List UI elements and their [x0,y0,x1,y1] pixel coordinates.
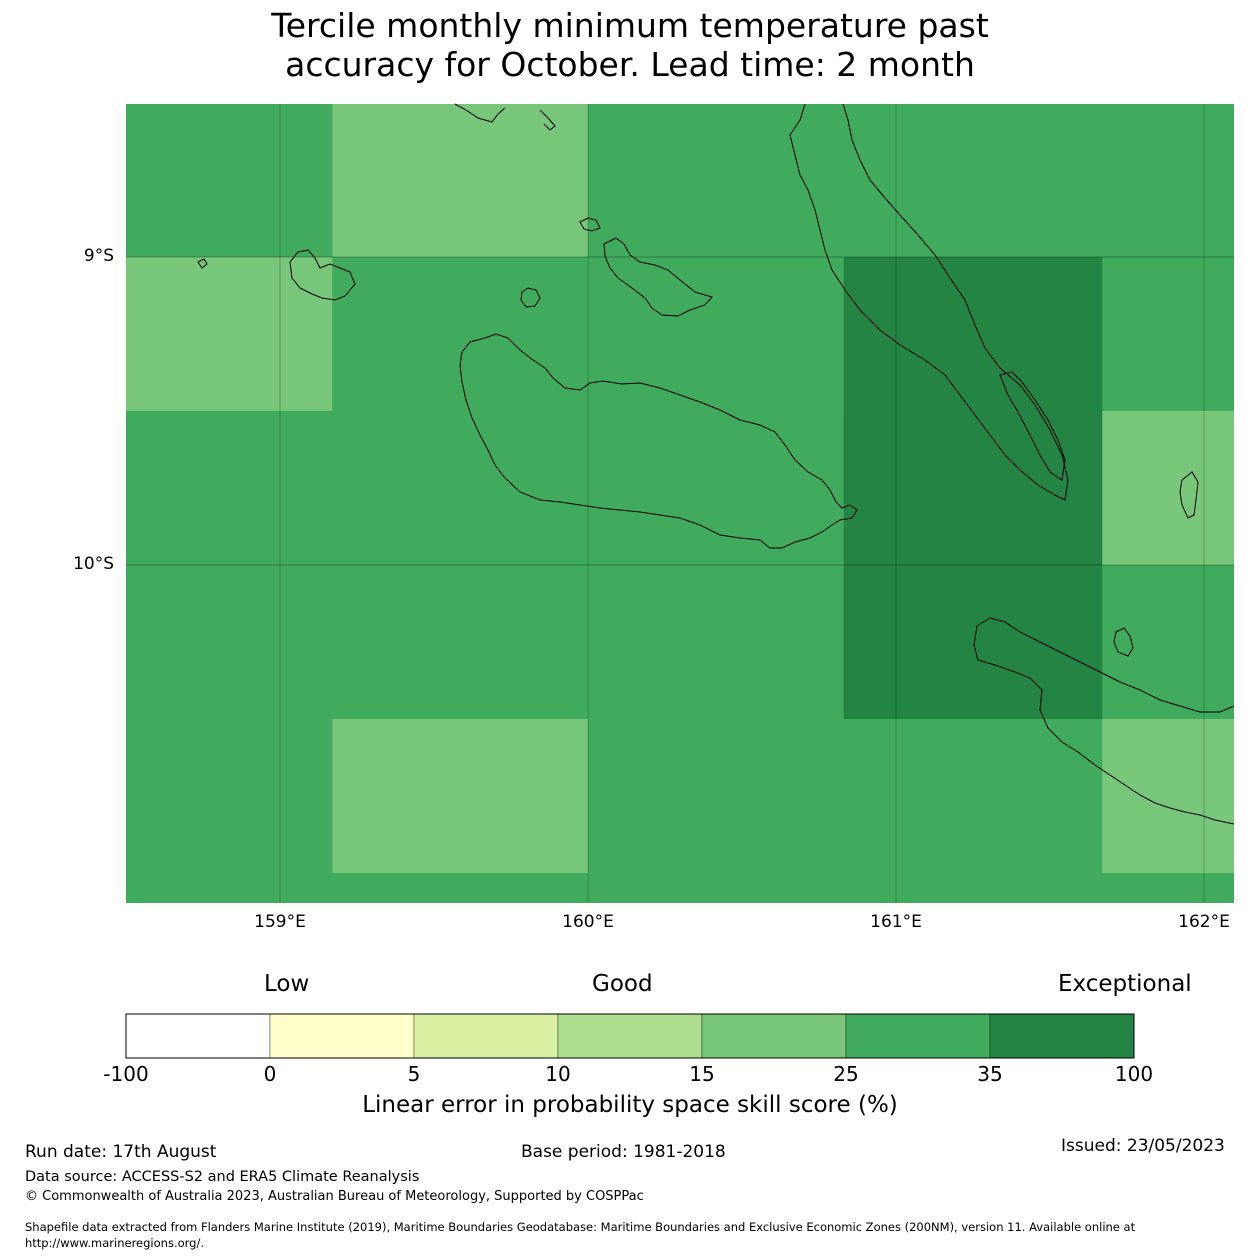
graticule [126,104,1234,903]
colorbar-tick: 100 [1114,1062,1154,1086]
map-title: Tercile monthly minimum temperature past… [0,6,1260,84]
colorbar-segment [125,1013,271,1059]
lat-label-10s: 10°S [73,554,114,574]
category-label-exceptional: Exceptional [1058,971,1192,997]
colorbar-tick: 0 [263,1062,277,1086]
grid-cell [1102,257,1234,411]
colorbar-tick: -100 [103,1062,149,1086]
lon-label-160e: 160°E [562,912,614,932]
colorbar-segment [413,1013,559,1059]
grid-cell [126,719,333,873]
category-label-good: Good [592,971,653,997]
grid-cell [332,719,588,873]
grid-cell [126,257,333,411]
title-line-1: Tercile monthly minimum temperature past [271,6,989,45]
lon-label-162e: 162°E [1178,912,1230,932]
colorbar-segment [557,1013,703,1059]
grid-cell [126,104,333,257]
coastline-makira [973,617,1235,825]
lon-label-159e: 159°E [254,912,306,932]
coastlines [197,103,1235,825]
coastline-islet-mid [579,217,601,232]
colorbar-segment [269,1013,415,1059]
shapefile-credit: Shapefile data extracted from Flanders M… [25,1220,1136,1234]
shapefile-url: http://www.marineregions.org/. [25,1236,204,1250]
colorbar-frame [125,1013,1135,1059]
colorbar-tick: 25 [833,1062,859,1086]
coastline-russell-islands [289,249,356,301]
grid-cell [1102,719,1234,873]
coastline-small-isle-east [1113,627,1134,657]
colorbar-tick: 10 [545,1062,571,1086]
grid-cell [843,257,1103,719]
data-source: Data source: ACCESS-S2 and ERA5 Climate … [25,1169,420,1185]
grid-cell [588,104,1234,257]
colorbar [125,1013,1135,1059]
title-line-2: accuracy for October. Lead time: 2 month [285,45,975,84]
lat-label-9s: 9°S [83,246,114,266]
coastline-maramasike [999,371,1066,481]
colorbar-tick: 15 [689,1062,715,1086]
coastline-savo [520,287,541,308]
lon-label-161e: 161°E [870,912,922,932]
colorbar-segment [845,1013,991,1059]
colorbar-title: Linear error in probability space skill … [362,1092,898,1118]
category-label-low: Low [264,971,310,997]
coastline-malaita [789,103,1069,501]
issued-date: Issued: 23/05/2023 [1061,1136,1225,1156]
grid-cell [1102,411,1234,565]
grid-cell [332,257,844,411]
skill-grid [126,104,1234,903]
colorbar-tick: 35 [977,1062,1003,1086]
coastline-new-georgia-fragment [454,103,506,123]
coastline-islet-north [539,109,556,131]
coastline-guadalcanal [459,333,858,549]
coastline-florida-islands [603,237,713,317]
copyright: © Commonwealth of Australia 2023, Austra… [25,1189,644,1204]
grid-cell [332,104,588,257]
grid-cell [588,719,1103,873]
colorbar-tick: 5 [407,1062,421,1086]
grid-cell [1102,565,1234,719]
coastline-ulawa [1179,471,1199,519]
colorbar-segment [989,1013,1135,1059]
base-period: Base period: 1981-2018 [521,1142,726,1162]
grid-cell [126,411,844,719]
coastline-islet-west [197,258,208,269]
colorbar-segment [701,1013,847,1059]
skill-map [126,103,1235,903]
run-date: Run date: 17th August [25,1142,217,1162]
